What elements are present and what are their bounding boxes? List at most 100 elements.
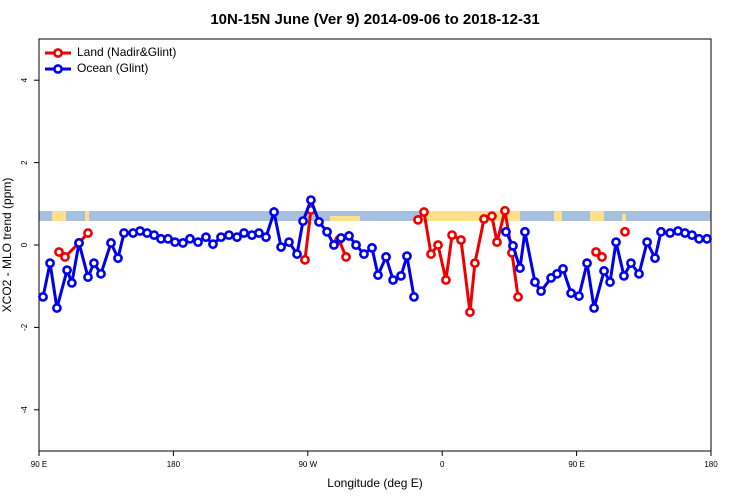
land-mask-band — [39, 211, 711, 221]
point — [413, 214, 423, 225]
y-tick-label: -4 — [20, 406, 29, 414]
point — [634, 268, 644, 279]
point — [292, 249, 302, 259]
point — [409, 292, 419, 302]
point — [306, 195, 316, 205]
point — [314, 217, 324, 227]
point — [54, 247, 64, 257]
point — [62, 265, 72, 276]
point — [702, 233, 712, 244]
point — [367, 242, 377, 253]
point — [456, 235, 466, 245]
point — [239, 228, 249, 238]
y-tick-label: 0 — [20, 242, 29, 247]
point — [536, 286, 546, 297]
point — [441, 275, 451, 285]
x-tick-label: 90 W — [298, 460, 317, 469]
point — [513, 292, 523, 302]
point — [52, 303, 62, 313]
point — [694, 233, 704, 244]
point — [552, 268, 562, 279]
point — [284, 237, 294, 248]
point — [520, 226, 530, 237]
point — [170, 237, 180, 248]
point — [626, 258, 636, 269]
point — [359, 249, 369, 259]
series-line — [59, 210, 625, 312]
y-tick-label: 2 — [20, 160, 29, 165]
point — [447, 230, 457, 241]
band-land — [420, 211, 520, 221]
point — [300, 254, 310, 265]
point — [687, 230, 697, 241]
x-axis-label: Longitude (deg E) — [327, 476, 422, 490]
point — [149, 230, 160, 241]
point — [113, 253, 123, 264]
legend-marker — [53, 48, 63, 58]
point — [605, 277, 615, 287]
point — [656, 226, 666, 237]
chart-title: 10N-15N June (Ver 9) 2014-09-06 to 2018-… — [210, 11, 539, 28]
point — [620, 226, 630, 237]
point — [388, 275, 398, 285]
point — [665, 228, 675, 238]
y-axis-label: XCO2 - MLO trend (ppm) — [0, 178, 14, 313]
point — [60, 252, 70, 262]
y-tick-label: -2 — [20, 323, 29, 331]
point — [650, 253, 660, 264]
x-tick-label: 90 E — [568, 460, 584, 469]
point — [479, 214, 489, 224]
point — [591, 247, 601, 257]
point — [402, 251, 412, 262]
point — [597, 252, 607, 262]
point — [45, 258, 55, 269]
point — [89, 258, 99, 269]
legend-label: Land (Nadir&Glint) — [77, 45, 176, 59]
point — [582, 258, 592, 269]
band — [39, 211, 711, 221]
point — [492, 237, 502, 248]
point — [83, 228, 93, 238]
band-land — [554, 211, 562, 221]
y-tick-label: 4 — [20, 77, 29, 82]
point — [642, 237, 652, 248]
x-tick-label: 0 — [440, 460, 445, 469]
point — [322, 226, 332, 237]
point — [185, 233, 195, 244]
point — [344, 231, 354, 241]
band-land — [622, 214, 626, 221]
point — [373, 270, 383, 280]
band-land — [330, 216, 360, 221]
point — [254, 228, 264, 238]
point — [419, 207, 429, 217]
point — [224, 230, 234, 241]
point — [193, 237, 203, 248]
point — [433, 240, 443, 250]
point — [589, 303, 599, 313]
point — [298, 216, 308, 227]
point — [336, 233, 346, 243]
point — [558, 263, 568, 274]
legend-label: Ocean (Glint) — [77, 61, 148, 75]
point — [83, 272, 93, 283]
point — [351, 240, 361, 250]
point — [470, 258, 480, 269]
point — [66, 278, 77, 288]
point — [619, 270, 629, 281]
point — [74, 238, 84, 248]
point — [341, 252, 351, 262]
point — [276, 242, 286, 252]
point — [208, 239, 218, 250]
x-tick-label: 90 E — [31, 460, 47, 469]
point — [381, 252, 391, 262]
point — [178, 238, 188, 248]
point — [599, 266, 609, 276]
legend-marker — [53, 64, 63, 74]
point — [515, 263, 525, 273]
point — [611, 237, 621, 248]
band-land — [590, 211, 604, 221]
point — [201, 232, 211, 243]
point — [396, 270, 406, 281]
point — [500, 205, 510, 216]
